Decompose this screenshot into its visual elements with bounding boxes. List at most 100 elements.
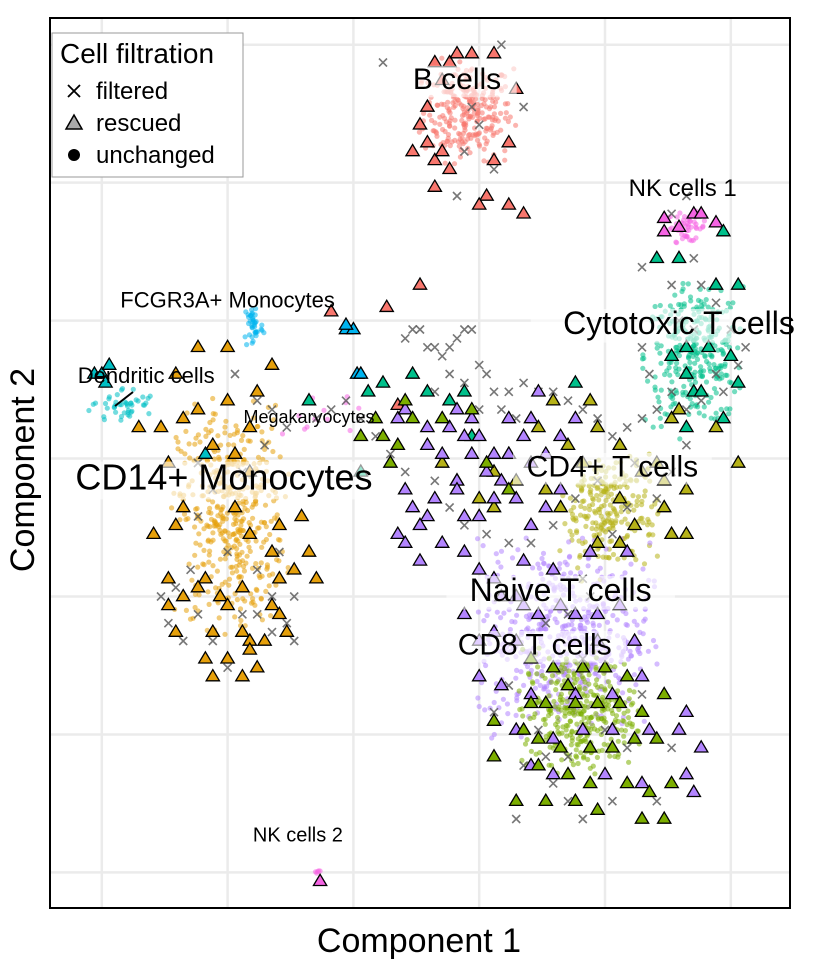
cell-point-unchanged bbox=[101, 417, 107, 423]
cell-point-filtered bbox=[593, 413, 603, 424]
cell-point-rescued bbox=[449, 45, 465, 59]
cell-point-unchanged bbox=[233, 537, 239, 543]
cell-point-unchanged bbox=[593, 664, 599, 671]
cell-point-rescued bbox=[678, 703, 695, 718]
cell-point-rescued bbox=[486, 152, 502, 166]
cell-point-unchanged bbox=[451, 161, 458, 167]
cell-point-filtered bbox=[578, 405, 588, 415]
cell-point-unchanged bbox=[235, 526, 241, 533]
cell-point-unchanged bbox=[615, 738, 621, 744]
cell-point-rescued bbox=[575, 659, 591, 673]
cell-point-unchanged bbox=[555, 729, 561, 735]
cell-point-unchanged bbox=[594, 754, 601, 761]
cell-point-unchanged bbox=[545, 689, 551, 695]
cell-point-unchanged bbox=[252, 498, 259, 504]
cell-point-rescued bbox=[427, 490, 443, 504]
cell-point-unchanged bbox=[608, 491, 615, 497]
cell-point-unchanged bbox=[553, 680, 559, 686]
cell-point-unchanged bbox=[452, 125, 458, 131]
cell-point-unchanged bbox=[692, 379, 699, 385]
cell-point-rescued bbox=[242, 525, 258, 540]
cell-point-filtered bbox=[230, 369, 240, 379]
cell-point-unchanged bbox=[601, 502, 607, 508]
cell-point-rescued bbox=[626, 730, 643, 744]
cell-point-unchanged bbox=[554, 619, 560, 626]
cluster-label-box bbox=[76, 461, 372, 500]
cell-point-rescued bbox=[145, 525, 162, 540]
cell-point-unchanged bbox=[192, 591, 198, 598]
cell-point-rescued bbox=[730, 276, 746, 290]
cell-point-unchanged bbox=[595, 684, 601, 690]
cell-point-unchanged bbox=[658, 423, 664, 430]
cell-point-unchanged bbox=[476, 130, 482, 136]
cell-point-unchanged bbox=[475, 695, 481, 701]
cell-point-unchanged bbox=[541, 560, 547, 566]
cell-point-unchanged bbox=[652, 387, 658, 393]
cell-point-unchanged bbox=[610, 523, 616, 529]
cell-point-unchanged bbox=[473, 96, 479, 102]
cell-point-rescued bbox=[175, 588, 191, 602]
cell-point-unchanged bbox=[211, 456, 217, 462]
cell-point-unchanged bbox=[606, 702, 612, 708]
legend-circle-icon bbox=[68, 149, 80, 161]
legend: Cell filtration filtered rescued unchanged bbox=[51, 32, 244, 178]
cell-point-rescued bbox=[560, 436, 576, 451]
cell-point-unchanged bbox=[585, 756, 591, 763]
cell-point-unchanged bbox=[584, 698, 590, 704]
cell-point-unchanged bbox=[513, 712, 519, 719]
cell-point-unchanged bbox=[261, 539, 267, 545]
cell-point-unchanged bbox=[595, 553, 601, 559]
cell-point-filtered bbox=[482, 529, 492, 539]
cell-point-rescued bbox=[560, 677, 576, 691]
cell-point-rescued bbox=[560, 766, 576, 780]
cell-point-unchanged bbox=[573, 747, 579, 753]
cell-point-rescued bbox=[234, 668, 251, 682]
cell-point-unchanged bbox=[476, 141, 482, 147]
cell-point-unchanged bbox=[562, 710, 568, 716]
cell-point-unchanged bbox=[682, 233, 688, 239]
cell-point-unchanged bbox=[246, 332, 253, 338]
cell-point-rescued bbox=[515, 205, 532, 219]
cell-point-unchanged bbox=[602, 687, 608, 693]
cell-point-unchanged bbox=[624, 722, 630, 728]
cell-point-rescued bbox=[656, 686, 672, 700]
cell-point-rescued bbox=[419, 419, 436, 433]
cell-point-unchanged bbox=[194, 505, 200, 512]
cell-point-unchanged bbox=[513, 675, 519, 681]
cell-point-rescued bbox=[419, 508, 436, 522]
cell-point-unchanged bbox=[264, 562, 270, 568]
cell-point-unchanged bbox=[616, 706, 622, 713]
cell-point-rescued bbox=[626, 632, 643, 646]
cell-point-rescued bbox=[604, 721, 621, 735]
cell-point-unchanged bbox=[618, 504, 625, 510]
cell-point-filtered bbox=[482, 369, 492, 379]
cell-point-filtered bbox=[267, 405, 277, 415]
cell-point-unchanged bbox=[216, 615, 222, 621]
cell-point-rescued bbox=[441, 419, 458, 433]
cell-point-unchanged bbox=[586, 719, 592, 725]
cell-point-unchanged bbox=[509, 618, 515, 625]
cell-point-rescued bbox=[323, 303, 339, 317]
cell-point-rescued bbox=[397, 401, 413, 415]
cell-point-rescued bbox=[545, 561, 561, 575]
cell-point-rescued bbox=[478, 454, 495, 468]
cell-point-unchanged bbox=[604, 518, 610, 524]
cell-point-unchanged bbox=[653, 644, 659, 650]
cell-point-rescued bbox=[715, 223, 732, 237]
cell-point-rescued bbox=[678, 766, 695, 780]
data-points bbox=[86, 40, 751, 887]
cell-point-unchanged bbox=[147, 393, 153, 399]
cell-point-unchanged bbox=[186, 561, 192, 567]
cell-point-filtered bbox=[467, 324, 477, 335]
cell-point-unchanged bbox=[719, 375, 725, 381]
cell-point-unchanged bbox=[542, 626, 549, 632]
cell-point-unchanged bbox=[625, 521, 631, 527]
cell-point-rescued bbox=[456, 383, 473, 397]
cell-point-unchanged bbox=[654, 553, 661, 559]
cell-point-unchanged bbox=[713, 365, 719, 371]
cell-point-unchanged bbox=[240, 528, 247, 534]
cell-point-unchanged bbox=[593, 670, 599, 676]
cell-point-unchanged bbox=[588, 487, 594, 493]
cell-point-rescued bbox=[678, 419, 695, 433]
cell-point-unchanged bbox=[650, 424, 656, 430]
